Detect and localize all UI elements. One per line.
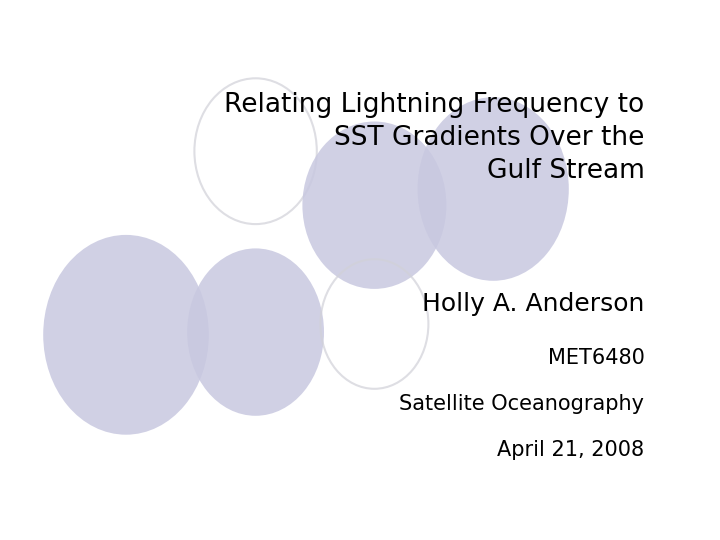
Text: MET6480: MET6480 [547,348,644,368]
Ellipse shape [302,122,446,289]
Ellipse shape [187,248,324,416]
Text: Satellite Oceanography: Satellite Oceanography [400,394,644,414]
Ellipse shape [418,97,569,281]
Ellipse shape [43,235,209,435]
Text: Relating Lightning Frequency to
SST Gradients Over the
Gulf Stream: Relating Lightning Frequency to SST Grad… [224,92,644,184]
Text: Holly A. Anderson: Holly A. Anderson [422,292,644,315]
Text: April 21, 2008: April 21, 2008 [498,440,644,460]
